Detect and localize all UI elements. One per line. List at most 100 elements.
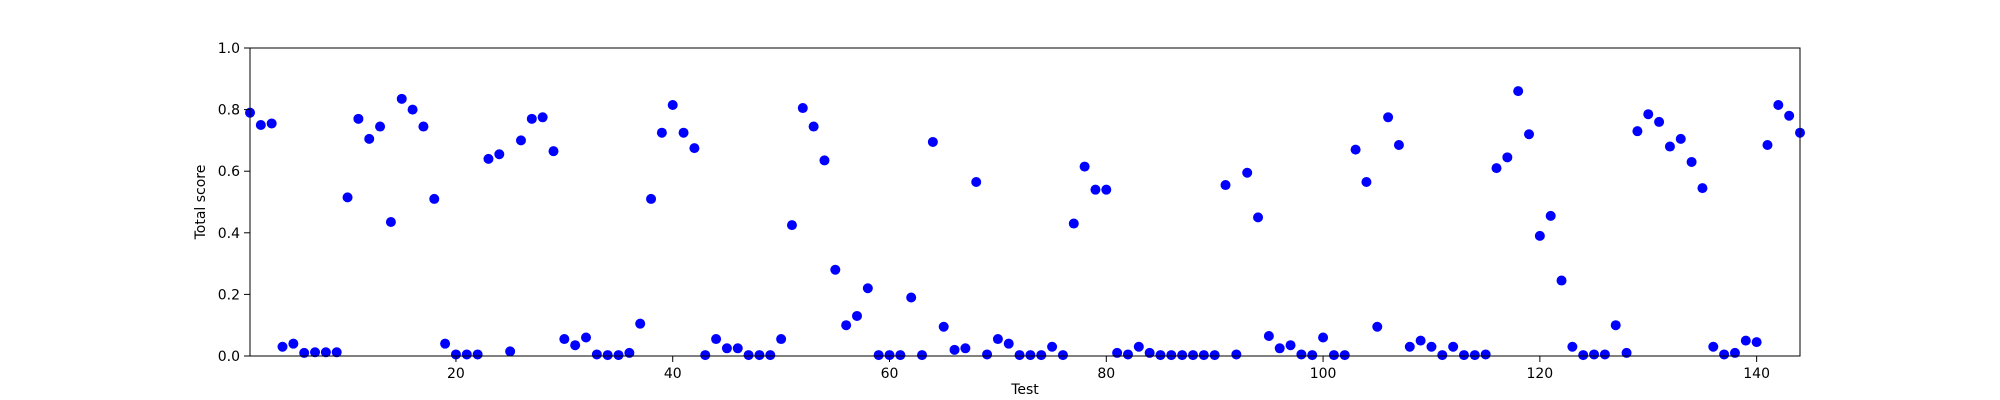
data-point — [1415, 335, 1426, 346]
data-point — [1697, 183, 1708, 194]
data-point — [1047, 341, 1058, 352]
data-point — [288, 338, 299, 349]
data-point — [1469, 350, 1480, 361]
x-tick-label: 100 — [1310, 366, 1337, 382]
x-tick-label: 40 — [664, 366, 682, 382]
data-point — [1177, 350, 1188, 361]
y-tick-label: 0.6 — [218, 164, 240, 180]
data-point — [1025, 350, 1036, 361]
data-point — [689, 143, 700, 154]
y-axis-ticks: 0.0 0.2 0.4 0.6 0.8 1.0 — [218, 41, 250, 365]
data-point — [364, 133, 375, 144]
data-point — [1220, 180, 1231, 191]
data-point — [396, 93, 407, 104]
data-point — [375, 121, 386, 132]
data-point — [895, 350, 906, 361]
data-point — [505, 346, 516, 357]
data-point — [1534, 230, 1545, 241]
data-point — [1437, 350, 1448, 361]
data-point — [808, 121, 819, 132]
data-point — [938, 321, 949, 332]
data-point — [1556, 275, 1567, 286]
data-point — [678, 127, 689, 138]
data-point — [461, 349, 472, 360]
data-point — [1751, 337, 1762, 348]
data-point — [1643, 109, 1654, 120]
data-point — [407, 104, 418, 115]
data-point — [949, 344, 960, 355]
data-point — [862, 283, 873, 294]
data-point — [548, 146, 559, 157]
data-point — [1122, 349, 1133, 360]
data-point — [1708, 341, 1719, 352]
data-point — [873, 350, 884, 361]
plot-frame — [249, 47, 1801, 357]
data-points — [245, 86, 1805, 361]
data-point — [1393, 140, 1404, 151]
data-point — [602, 350, 613, 361]
data-point — [786, 220, 797, 231]
data-point — [1773, 99, 1784, 110]
data-point — [841, 320, 852, 331]
y-tick-label: 0.0 — [218, 349, 240, 365]
x-tick-label: 140 — [1743, 366, 1770, 382]
data-point — [1502, 152, 1513, 163]
data-point — [1729, 347, 1740, 358]
data-point — [1014, 350, 1025, 361]
data-point — [754, 350, 765, 361]
data-point — [1068, 218, 1079, 229]
data-point — [440, 338, 451, 349]
data-point — [667, 99, 678, 110]
data-point — [1112, 347, 1123, 358]
data-point — [526, 113, 537, 124]
data-point — [472, 349, 483, 360]
data-point — [1513, 86, 1524, 97]
data-point — [624, 347, 635, 358]
data-point — [450, 349, 461, 360]
y-tick-label: 0.2 — [218, 287, 240, 303]
data-point — [1144, 347, 1155, 358]
data-point — [1372, 321, 1383, 332]
data-point — [331, 347, 342, 358]
data-point — [1762, 140, 1773, 151]
data-point — [1307, 350, 1318, 361]
data-point — [646, 193, 657, 204]
data-point — [1242, 167, 1253, 178]
data-point — [1480, 349, 1491, 360]
data-point — [1610, 320, 1621, 331]
data-point — [1285, 340, 1296, 351]
data-point — [613, 350, 624, 361]
data-point — [1339, 350, 1350, 361]
data-point — [1166, 350, 1177, 361]
data-point — [320, 347, 331, 358]
data-point — [1567, 341, 1578, 352]
data-point — [1003, 338, 1014, 349]
data-point — [765, 350, 776, 361]
x-axis-label: Test — [1010, 382, 1039, 398]
y-axis-label: Total score — [193, 165, 209, 241]
y-tick-label: 0.4 — [218, 226, 240, 242]
data-point — [819, 155, 830, 166]
data-point — [656, 127, 667, 138]
data-point — [570, 340, 581, 351]
data-point — [559, 334, 570, 345]
data-point — [1491, 163, 1502, 174]
data-point — [1686, 156, 1697, 167]
data-point — [494, 149, 505, 160]
x-tick-label: 80 — [1097, 366, 1115, 382]
data-point — [1274, 343, 1285, 354]
data-point — [1296, 349, 1307, 360]
y-tick-label: 1.0 — [218, 41, 240, 57]
data-point — [700, 350, 711, 361]
data-point — [1404, 341, 1415, 352]
data-point — [732, 343, 743, 354]
data-point — [1155, 350, 1166, 361]
data-point — [515, 135, 526, 146]
x-tick-label: 60 — [881, 366, 899, 382]
data-point — [992, 334, 1003, 345]
data-point — [1664, 141, 1675, 152]
data-point — [1545, 210, 1556, 221]
data-point — [581, 332, 592, 343]
data-point — [1263, 330, 1274, 341]
data-point — [1361, 176, 1372, 187]
